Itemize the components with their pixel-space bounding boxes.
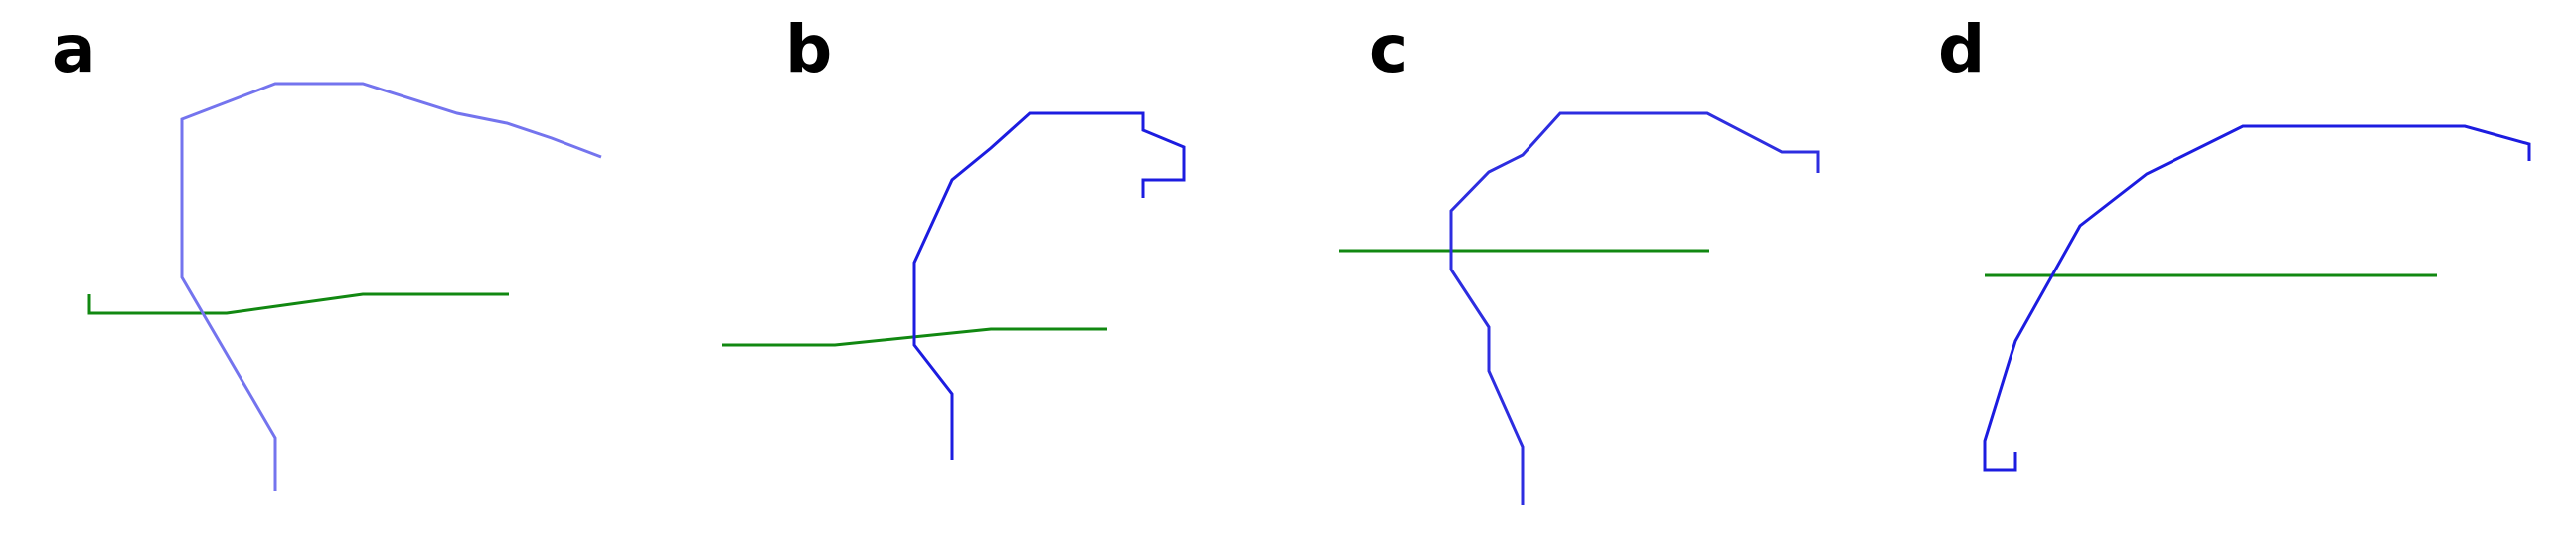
panel-c-blue-line: [1449, 111, 1820, 505]
panel-b-blue-line: [912, 111, 1186, 460]
panel-label-c: c: [1369, 11, 1408, 88]
panel-label-b: b: [785, 11, 832, 88]
panel-a-blue-line: [180, 82, 602, 491]
panel-label-d: d: [1938, 11, 1985, 88]
panel-a: a: [52, 11, 602, 491]
panel-b: b: [722, 11, 1186, 460]
panel-d-blue-line: [1983, 124, 2531, 472]
panel-d: d: [1938, 11, 2531, 472]
panel-label-a: a: [52, 11, 96, 88]
panel-c: c: [1339, 11, 1820, 505]
panel-a-green-line: [87, 292, 509, 315]
